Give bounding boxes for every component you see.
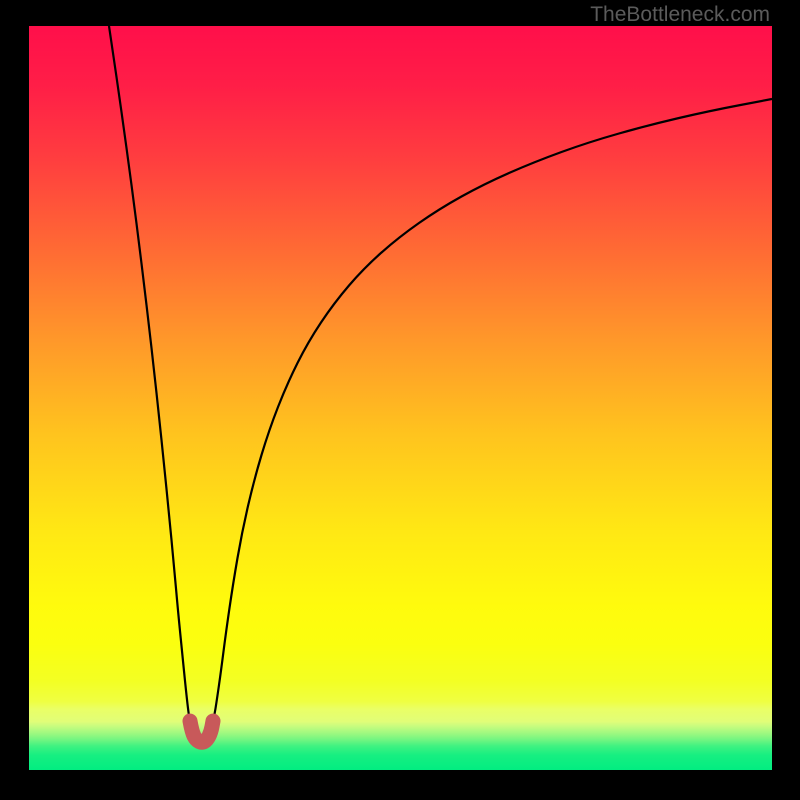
watermark-text: TheBottleneck.com <box>590 3 770 27</box>
plot-area <box>29 26 772 770</box>
gradient-background <box>29 26 772 770</box>
chart-svg <box>29 26 772 770</box>
chart-container: TheBottleneck.com <box>0 0 800 800</box>
